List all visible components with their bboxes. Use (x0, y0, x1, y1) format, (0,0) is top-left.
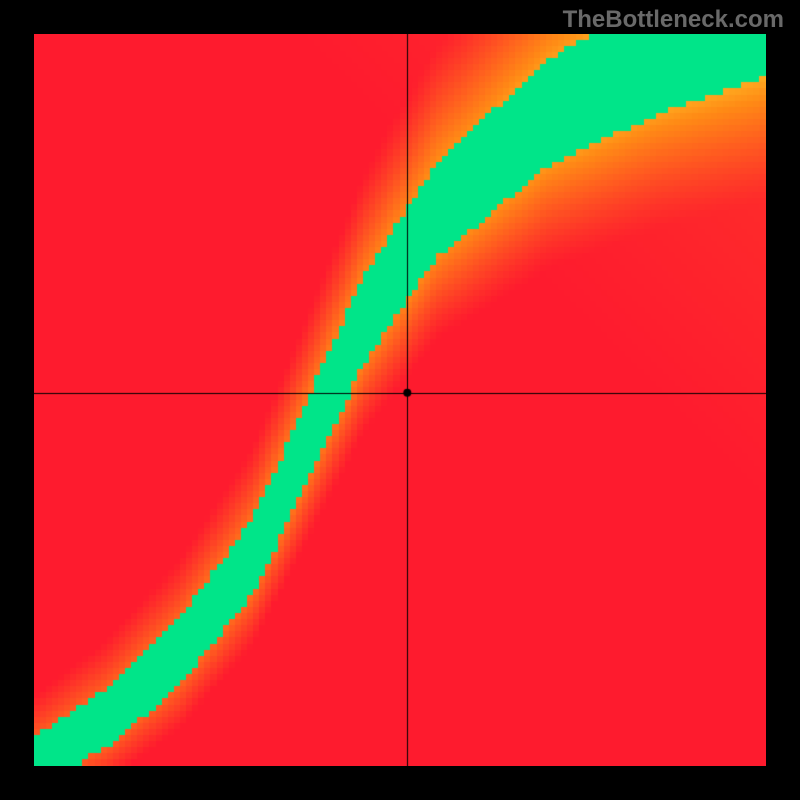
watermark-text: TheBottleneck.com (563, 6, 784, 34)
chart-container: TheBottleneck.com (0, 0, 800, 800)
bottleneck-heatmap (34, 34, 766, 766)
